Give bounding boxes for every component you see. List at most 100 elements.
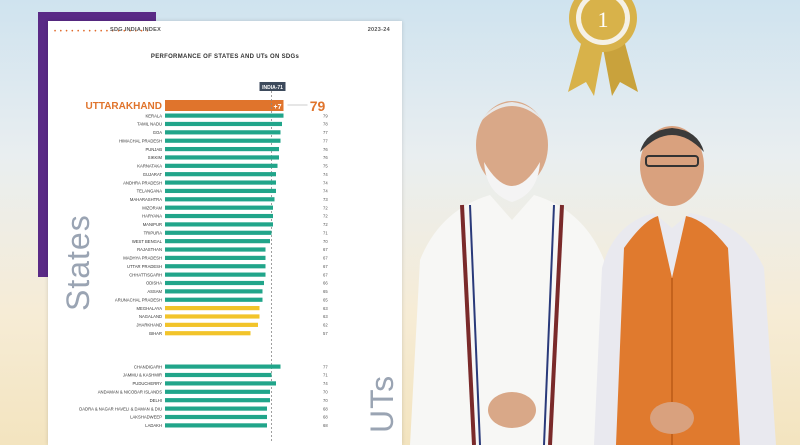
- state-label: MAHARASHTRA: [130, 197, 162, 202]
- state-value: 73: [323, 197, 328, 202]
- ut-label: ANDAMAN & NICOBAR ISLANDS: [98, 390, 162, 395]
- ut-bar: [165, 414, 267, 420]
- state-bar: [165, 180, 276, 185]
- state-bar: [165, 239, 270, 244]
- ut-bar: [165, 364, 281, 369]
- highlight-diff: +7: [274, 104, 282, 111]
- ut-value: 71: [323, 373, 328, 378]
- state-label: TELANGANA: [137, 189, 163, 194]
- state-value: 67: [323, 264, 328, 269]
- person-right-figure: [594, 126, 776, 445]
- state-bar: [165, 188, 276, 194]
- state-bar: [165, 138, 281, 143]
- chart-title: PERFORMANCE OF STATES AND UTs ON SDGs: [150, 54, 300, 60]
- india-marker-label: INDIA-71: [262, 85, 283, 91]
- state-value: 67: [323, 256, 328, 261]
- state-bar: [165, 146, 279, 152]
- state-value: 63: [323, 306, 328, 311]
- state-label: PUNJAB: [145, 147, 162, 152]
- state-value: 70: [323, 239, 328, 244]
- state-value: 74: [323, 189, 328, 194]
- state-label: KARNATAKA: [137, 164, 162, 169]
- ut-bar: [165, 398, 270, 403]
- highlight-bar: [165, 100, 284, 111]
- state-label: NAGALAND: [139, 314, 162, 319]
- state-value: 74: [323, 172, 328, 177]
- state-bar: [165, 264, 266, 269]
- state-bar: [165, 121, 282, 127]
- state-bar: [165, 297, 263, 302]
- ut-label: DADRA & NAGAR HAVELI & DAMAN & DIU: [79, 406, 162, 411]
- state-label: RAJASTHAN: [137, 247, 162, 252]
- state-bar: [165, 331, 251, 336]
- ut-value: 74: [323, 381, 328, 386]
- gold-medal-icon: 1: [568, 0, 638, 96]
- ut-label: JAMMU & KASHMIR: [123, 373, 162, 378]
- ut-value: 68: [323, 415, 328, 420]
- state-label: BIHAR: [149, 331, 162, 336]
- state-bar: [165, 155, 279, 160]
- state-bar: [165, 213, 273, 219]
- state-bar: [165, 230, 272, 235]
- state-bar: [165, 222, 273, 227]
- ut-label: LADAKH: [145, 423, 162, 428]
- state-bar: [165, 205, 273, 210]
- highlight-label: UTTARAKHAND: [86, 101, 162, 112]
- state-bar: [165, 247, 266, 252]
- ut-bar: [165, 381, 276, 386]
- state-bar: [165, 163, 278, 168]
- state-label: HARYANA: [142, 214, 162, 219]
- header-title: SDG INDIA INDEX: [110, 27, 162, 33]
- state-bar: [165, 255, 266, 260]
- state-bar: [165, 280, 264, 286]
- state-value: 75: [323, 164, 328, 169]
- state-value: 79: [323, 113, 328, 118]
- state-label: ARUNACHAL PRADESH: [115, 297, 162, 302]
- state-bar: [165, 306, 260, 311]
- state-value: 57: [323, 331, 328, 336]
- state-bar: [165, 130, 281, 135]
- state-value: 62: [323, 323, 328, 328]
- state-label: WEST BENGAL: [132, 239, 163, 244]
- ut-label: LAKSHADWEEP: [130, 415, 162, 420]
- state-label: TAMIL NADU: [137, 122, 162, 127]
- ut-value: 70: [323, 398, 328, 403]
- highlight-score: 79: [310, 98, 326, 114]
- state-label: ASSAM: [147, 289, 162, 294]
- state-bar: [165, 322, 258, 327]
- state-label: SIKKIM: [148, 155, 163, 160]
- header-year: 2023-24: [367, 27, 390, 33]
- state-bar: [165, 272, 266, 277]
- state-value: 78: [323, 122, 328, 127]
- state-value: 66: [323, 281, 328, 286]
- ut-label: PUDUCHERRY: [133, 381, 163, 386]
- state-label: CHHATTISGARH: [129, 272, 162, 277]
- state-label: MEGHALAYA: [137, 306, 163, 311]
- ut-value: 68: [323, 406, 328, 411]
- state-value: 63: [323, 314, 328, 319]
- ut-label: DELHI: [150, 398, 162, 403]
- state-bar: [165, 314, 260, 319]
- state-bar: [165, 197, 275, 202]
- state-label: TRIPURA: [144, 230, 163, 235]
- ut-bar: [165, 372, 272, 378]
- state-value: 77: [323, 138, 328, 143]
- state-value: 71: [323, 230, 328, 235]
- ut-bar: [165, 389, 270, 394]
- state-value: 67: [323, 247, 328, 252]
- ut-value: 68: [323, 423, 328, 428]
- header-dots: • • • • • • • • • • • • • • • • •: [54, 29, 150, 35]
- state-value: 72: [323, 222, 328, 227]
- ut-bar: [165, 423, 267, 428]
- state-label: JHARKHAND: [136, 323, 162, 328]
- state-label: MIZORAM: [142, 205, 162, 210]
- state-label: MANIPUR: [143, 222, 162, 227]
- state-label: KERALA: [145, 113, 162, 118]
- state-bar: [165, 172, 276, 177]
- state-bar: [165, 113, 284, 118]
- ut-label: CHANDIGARH: [134, 364, 162, 369]
- state-value: 77: [323, 130, 328, 135]
- state-value: 72: [323, 205, 328, 210]
- ut-value: 70: [323, 390, 328, 395]
- state-label: HIMACHAL PRADESH: [119, 138, 162, 143]
